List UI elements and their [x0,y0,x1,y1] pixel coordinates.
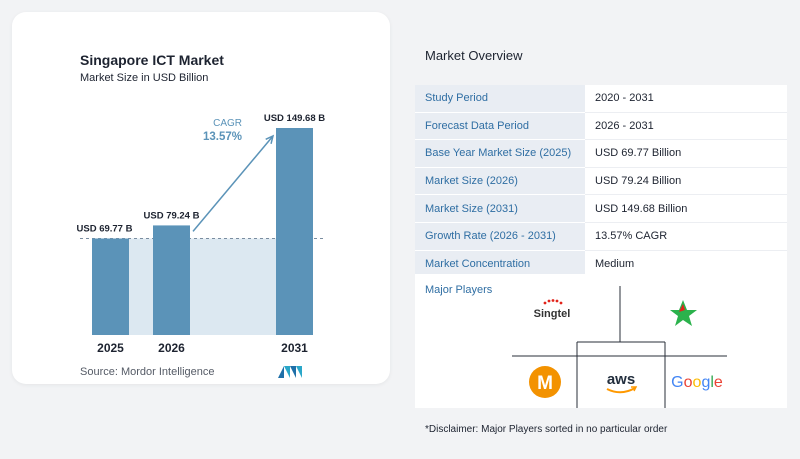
row-value: USD 79.24 Billion [585,167,787,196]
row-key: Forecast Data Period [415,112,585,141]
row-value: USD 69.77 Billion [585,139,787,168]
bar-2031 [276,128,313,335]
table-row: Growth Rate (2026 - 2031) 13.57% CAGR [415,222,787,251]
table-row: Base Year Market Size (2025) USD 69.77 B… [415,139,787,168]
major-players-label: Major Players [425,284,493,296]
tick-label-2031: 2031 [281,341,308,355]
google-logo-text: Google [671,374,723,391]
data-label-2031: USD 149.68 B [264,113,325,124]
major-players-panel: Major Players Singtel M aws [415,274,787,408]
row-value: 13.57% CAGR [585,222,787,251]
bar-2025 [92,238,129,335]
row-key: Growth Rate (2026 - 2031) [415,222,585,251]
chart-subtitle: Market Size in USD Billion [80,72,209,84]
table-row: Study Period 2020 - 2031 [415,85,787,113]
market-overview-title: Market Overview [425,48,523,63]
disclaimer-note: *Disclaimer: Major Players sorted in no … [425,424,668,435]
tick-label-2026: 2026 [158,341,185,355]
market-overview-table: Study Period 2020 - 2031 Forecast Data P… [415,85,787,279]
data-label-2026: USD 79.24 B [144,210,200,221]
row-key: Market Size (2026) [415,167,585,196]
aws-logo: aws [606,371,638,394]
singtel-logo: Singtel [534,299,571,320]
table-row: Market Size (2026) USD 79.24 Billion [415,167,787,196]
row-key: Market Size (2031) [415,194,585,223]
bar-2026 [153,225,190,335]
cagr-value: 13.57% [203,131,242,143]
data-label-2025: USD 69.77 B [77,224,133,235]
tick-label-2025: 2025 [97,341,124,355]
players-grid: Singtel M aws Google [512,286,727,408]
table-row: Forecast Data Period 2026 - 2031 [415,112,787,141]
row-key: Study Period [415,85,585,113]
mordor-logo-icon [278,366,302,378]
row-value: 2026 - 2031 [585,112,787,141]
row-value: Medium [585,250,787,279]
m1-logo: M [529,366,561,398]
aws-logo-text: aws [607,371,635,388]
m1-logo-text: M [537,373,553,394]
row-key: Market Concentration [415,250,585,279]
starhub-logo [670,300,697,326]
table-row: Market Size (2031) USD 149.68 Billion [415,194,787,223]
row-key: Base Year Market Size (2025) [415,139,585,168]
row-value: 2020 - 2031 [585,85,787,113]
source-note: Source: Mordor Intelligence [80,366,215,378]
cagr-label: CAGR [213,118,242,129]
table-row: Market Concentration Medium [415,250,787,279]
market-size-chart: USD 69.77 B 2025 USD 79.24 B 2026 USD 149.68… [77,113,326,378]
chart-title: Singapore ICT Market [80,52,224,68]
cagr-arrow [192,135,274,232]
cagr-arrow-head [265,134,275,144]
row-value: USD 149.68 Billion [585,194,787,223]
singtel-logo-text: Singtel [534,308,571,320]
google-logo: Google [671,374,723,391]
